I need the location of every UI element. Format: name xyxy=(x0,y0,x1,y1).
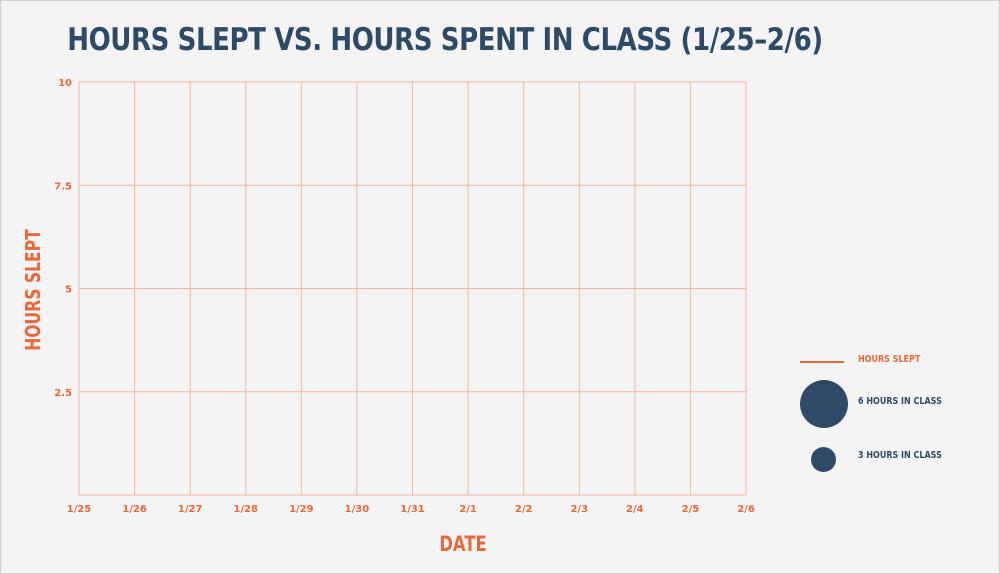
x-tick-label: 2/6 xyxy=(737,504,755,515)
y-tick-label: 5 xyxy=(65,285,72,296)
x-tick-label: 1/30 xyxy=(345,504,370,515)
legend-small-circle xyxy=(811,447,836,472)
y-tick-label: 2.5 xyxy=(54,388,72,399)
y-tick-label: 7.5 xyxy=(54,181,72,192)
x-tick-label: 1/26 xyxy=(122,504,147,515)
x-tick-label: 2/3 xyxy=(570,504,588,515)
chart-title: HOURS SLEPT VS. HOURS SPENT IN CLASS (1/… xyxy=(67,22,823,58)
x-tick-label: 2/5 xyxy=(682,504,700,515)
x-tick-label: 1/25 xyxy=(67,504,92,515)
legend-label-hours-slept: HOURS SLEPT xyxy=(858,354,921,365)
x-tick-label: 1/27 xyxy=(178,504,203,515)
x-tick-label: 2/2 xyxy=(515,504,533,515)
legend-label-3-hours: 3 HOURS IN CLASS xyxy=(858,450,942,461)
y-axis-label: HOURS SLEPT xyxy=(21,229,45,351)
legend-large-circle xyxy=(800,380,848,428)
legend-line-swatch xyxy=(800,361,844,363)
x-tick-label: 1/29 xyxy=(289,504,314,515)
x-tick-label: 2/1 xyxy=(459,504,477,515)
x-axis-label: DATE xyxy=(439,532,487,556)
x-tick-label: 1/31 xyxy=(400,504,425,515)
x-tick-label: 1/28 xyxy=(233,504,258,515)
y-tick-label: 10 xyxy=(58,78,72,89)
legend-label-6-hours: 6 HOURS IN CLASS xyxy=(858,396,942,407)
x-tick-label: 2/4 xyxy=(626,504,644,515)
